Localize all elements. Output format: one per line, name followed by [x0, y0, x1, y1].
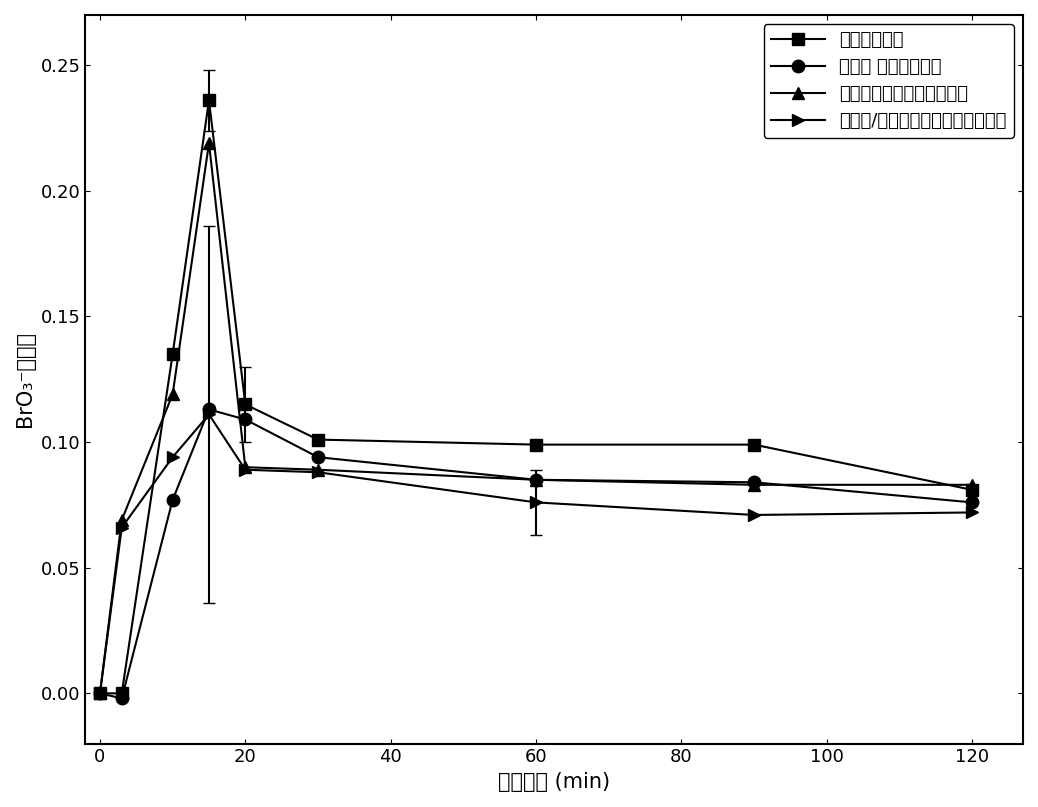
- 石墨相氮化碳催化臭氧氧化: [311, 465, 324, 475]
- 石墨相氮化碳催化臭氧氧化: [202, 138, 215, 148]
- 钴酸镧 催化臭氧氧化: [93, 688, 106, 698]
- 单独臭氧氧化: [966, 485, 979, 495]
- 单独臭氧氧化: [115, 688, 128, 698]
- Line: 钴酸镧 催化臭氧氧化: 钴酸镧 催化臭氧氧化: [93, 404, 979, 705]
- Legend: 单独臭氧氧化, 钴酸镧 催化臭氧氧化, 石墨相氮化碳催化臭氧氧化, 钴酸镧/石墨相氮化碳催化臭氧氧化: 单独臭氧氧化, 钴酸镧 催化臭氧氧化, 石墨相氮化碳催化臭氧氧化, 钴酸镧/石墨…: [764, 24, 1014, 137]
- 石墨相氮化碳催化臭氧氧化: [115, 515, 128, 525]
- 单独臭氧氧化: [747, 440, 760, 449]
- 钴酸镧/石墨相氮化碳催化臭氧氧化: [166, 453, 179, 462]
- 钴酸镧/石墨相氮化碳催化臭氧氧化: [311, 467, 324, 477]
- 钴酸镧 催化臭氧氧化: [202, 404, 215, 414]
- 单独臭氧氧化: [529, 440, 542, 449]
- 钴酸镧/石墨相氮化碳催化臭氧氧化: [966, 508, 979, 517]
- 钴酸镧 催化臭氧氧化: [115, 693, 128, 703]
- 钴酸镧/石墨相氮化碳催化臭氧氧化: [93, 688, 106, 698]
- 钴酸镧 催化臭氧氧化: [747, 478, 760, 487]
- 钴酸镧/石墨相氮化碳催化臭氧氧化: [115, 523, 128, 533]
- 单独臭氧氧化: [202, 95, 215, 105]
- Line: 单独臭氧氧化: 单独臭氧氧化: [93, 94, 979, 700]
- 石墨相氮化碳催化臭氧氧化: [966, 480, 979, 490]
- 石墨相氮化碳催化臭氧氧化: [93, 688, 106, 698]
- 单独臭氧氧化: [311, 435, 324, 445]
- 钴酸镧 催化臭氧氧化: [966, 498, 979, 508]
- 钴酸镧/石墨相氮化碳催化臭氧氧化: [529, 498, 542, 508]
- 石墨相氮化碳催化臭氧氧化: [747, 480, 760, 490]
- Line: 石墨相氮化碳催化臭氧氧化: 石墨相氮化碳催化臭氧氧化: [93, 137, 979, 700]
- 单独臭氧氧化: [166, 349, 179, 359]
- 钴酸镧/石墨相氮化碳催化臭氧氧化: [747, 510, 760, 520]
- 石墨相氮化碳催化臭氧氧化: [166, 390, 179, 399]
- X-axis label: 反应时间 (min): 反应时间 (min): [498, 772, 610, 792]
- 钴酸镧 催化臭氧氧化: [529, 475, 542, 485]
- 钴酸镧 催化臭氧氧化: [311, 453, 324, 462]
- 钴酸镧/石墨相氮化碳催化臭氧氧化: [202, 410, 215, 420]
- 钴酸镧 催化臭氧氧化: [239, 415, 251, 424]
- 钴酸镧/石墨相氮化碳催化臭氧氧化: [239, 465, 251, 475]
- Line: 钴酸镧/石墨相氮化碳催化臭氧氧化: 钴酸镧/石墨相氮化碳催化臭氧氧化: [93, 408, 979, 700]
- 单独臭氧氧化: [239, 399, 251, 409]
- 钴酸镧 催化臭氧氧化: [166, 495, 179, 504]
- Y-axis label: BrO₃⁻转化率: BrO₃⁻转化率: [15, 332, 35, 427]
- 单独臭氧氧化: [93, 688, 106, 698]
- 石墨相氮化碳催化臭氧氧化: [239, 462, 251, 472]
- 石墨相氮化碳催化臭氧氧化: [529, 475, 542, 485]
